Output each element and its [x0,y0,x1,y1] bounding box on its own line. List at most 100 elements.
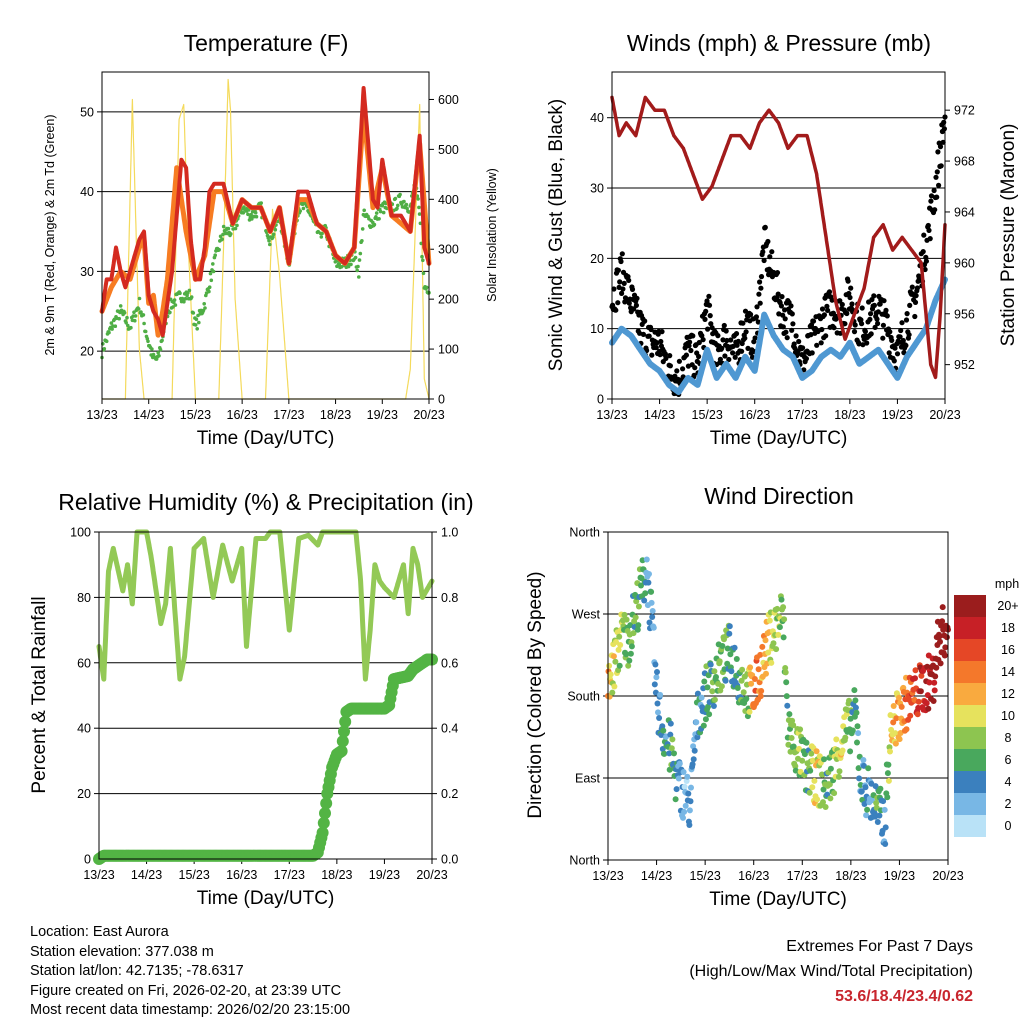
y-tick-label-2-2: 40 [77,722,91,736]
direction-point-489 [865,765,872,772]
x-tick-label-2-0: 13/23 [83,868,114,882]
gust-point-169 [717,356,724,362]
gust-point-265 [779,294,785,300]
direction-point-537 [890,703,897,709]
gust-point-303 [803,356,810,362]
gust-point-264 [778,303,785,309]
gust-point-182 [726,356,732,363]
direction-point-335 [783,679,790,686]
direction-point-221 [722,677,729,684]
direction-point-532 [888,726,895,733]
direction-point-159 [689,761,696,768]
gust-point-472 [912,313,918,320]
gust-point-26 [626,277,632,283]
direction-point-160 [690,743,697,750]
dewpoint-point-254 [298,209,303,213]
gust-point-233 [758,274,765,280]
dewpoint-point-121 [194,317,199,322]
x-tick-label-1-6: 19/23 [882,408,913,422]
colorbar-label-9: 2 [1005,797,1012,811]
dewpoint-point-150 [217,247,221,252]
extremes-values: 53.6/18.4/23.4/0.62 [835,988,973,1005]
y2-tick-label-2-0: 0.0 [441,853,458,867]
y2-tick-label-2-4: 0.8 [441,591,458,605]
dewpoint-point-355 [377,217,381,221]
dewpoint-point-72 [156,351,160,355]
direction-point-286 [757,651,764,658]
gust-point-145 [702,316,708,322]
direction-point-190 [706,711,713,718]
gust-point-328 [819,306,826,312]
gust-point-512 [937,144,944,150]
direction-point-141 [680,814,686,821]
gust-point-363 [842,321,848,327]
dewpoint-point-416 [424,285,429,290]
y2-tick-label-0-5: 500 [438,143,459,157]
colorbar-box-9 [954,793,986,815]
dewpoint-point-165 [229,232,233,236]
direction-point-62 [638,582,644,589]
dewpoint-point-331 [358,251,363,256]
y-tick-label-0-2: 40 [80,185,94,199]
direction-point-373 [803,739,810,746]
gust-point-486 [921,232,927,238]
y2-tick-label-1-1: 956 [954,307,975,321]
direction-point-151 [685,790,692,797]
dewpoint-point-124 [197,320,201,325]
gust-point-506 [934,194,940,200]
dewpoint-point-122 [195,327,199,331]
y2-axis-title-0: Solar Insolation (Yellow) [485,168,499,302]
direction-point-143 [681,808,688,815]
gust-point-339 [826,289,833,295]
gust-point-460 [904,311,910,317]
direction-point-124 [671,750,677,757]
direction-point-417 [826,781,833,788]
gust-point-10 [615,267,622,273]
gust-point-282 [790,321,796,327]
direction-point-460 [849,727,856,734]
x-tick-label-1-7: 20/23 [929,408,960,422]
direction-point-57 [635,622,642,629]
direction-point-510 [876,812,883,819]
gust-point-389 [859,321,865,327]
x-tick-label-2-5: 18/23 [321,868,352,882]
gust-point-140 [699,333,705,339]
gust-point-423 [880,322,887,328]
direction-point-406 [821,756,827,763]
dewpoint-point-131 [202,302,206,306]
dewpoint-point-33 [126,323,130,328]
gust-point-212 [745,345,751,351]
y-axis-title-2: Percent & Total Rainfall [29,596,50,793]
direction-point-318 [774,605,781,612]
y2-tick-label-0-0: 0 [438,393,445,407]
gust-point-518 [941,126,948,132]
gust-point-395 [862,328,869,335]
gust-point-414 [875,320,881,327]
gust-point-326 [818,340,824,346]
gust-point-502 [931,187,937,194]
dewpoint-point-352 [374,211,379,215]
y2-tick-label-1-5: 972 [954,104,975,118]
direction-point-316 [773,646,780,653]
direction-point-561 [903,726,910,733]
colorbar-box-6 [954,727,986,749]
gust-point-355 [837,298,843,304]
direction-point-121 [669,736,676,743]
gust-point-368 [845,278,851,284]
dewpoint-point-32 [125,315,129,320]
direction-point-477 [858,788,865,795]
direction-point-604 [926,679,933,686]
direction-point-201 [711,696,718,703]
direction-point-229 [726,623,733,630]
direction-point-617 [933,664,940,671]
gust-point-433 [887,329,893,335]
direction-point-78 [646,619,653,626]
gust-point-146 [703,308,709,314]
direction-point-77 [646,571,652,577]
dewpoint-point-56 [143,329,148,334]
gust-point-16 [619,251,625,257]
dewpoint-point-282 [320,231,324,236]
gust-point-204 [740,320,746,326]
x-tick-label-1-3: 16/23 [739,408,770,422]
